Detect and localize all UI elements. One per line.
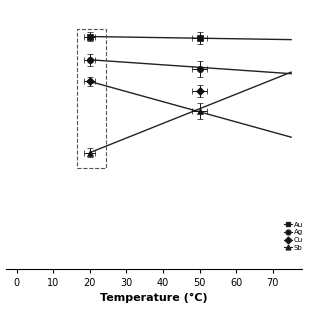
X-axis label: Temperature (°C): Temperature (°C) <box>100 293 208 303</box>
Legend: Au, Ag, Cu, Sb: Au, Ag, Cu, Sb <box>282 220 305 252</box>
Bar <box>77 29 106 168</box>
